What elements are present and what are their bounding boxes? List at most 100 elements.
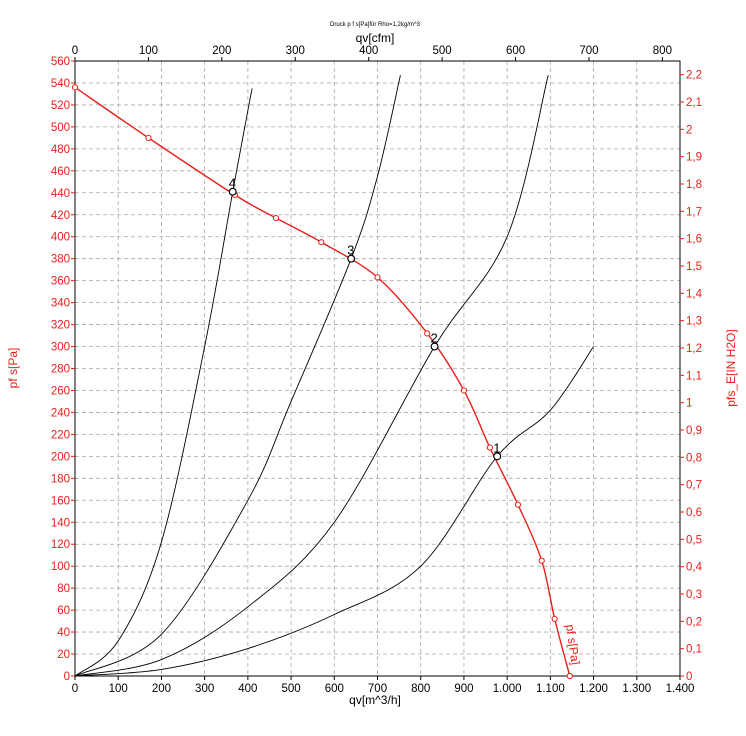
fan-curve-marker [566, 672, 573, 680]
y-tick-label: 360 [51, 276, 70, 288]
x-top-tick-label: 300 [286, 45, 305, 57]
y-right-tick-label: 0,6 [686, 507, 702, 519]
y-tick-label: 20 [57, 649, 70, 661]
y-tick-label: 380 [51, 254, 70, 266]
x-top-tick-label: 800 [653, 45, 672, 57]
y-right-tick-label: 1,2 [686, 343, 702, 355]
fan-curve-marker [538, 557, 545, 564]
y-tick-label: 420 [51, 210, 70, 222]
operating-point-1 [493, 452, 502, 461]
ticks: 0204060801001201401601802002202402602803… [51, 45, 703, 695]
fan-curve-label: pf s[Pa] [563, 623, 583, 665]
y-tick-label: 400 [51, 232, 70, 244]
y-tick-label: 80 [57, 583, 70, 595]
system-curve-3 [74, 75, 401, 677]
y-right-tick-label: 1,8 [686, 179, 702, 191]
y-tick-label: 520 [51, 100, 70, 112]
y-tick-label: 200 [51, 451, 70, 463]
y-tick-label: 320 [51, 320, 70, 332]
fan-curve-marker [272, 214, 280, 222]
right-axis-label: pfs_E[IN H2O] [724, 329, 738, 406]
x-tick-label: 200 [152, 683, 171, 695]
y-right-tick-label: 1,1 [686, 370, 702, 382]
y-right-tick-label: 1,9 [686, 152, 702, 164]
x-top-tick-label: 600 [506, 45, 525, 57]
y-tick-label: 220 [51, 429, 70, 441]
y-right-tick-label: 0,2 [686, 616, 702, 628]
fan-curve-marker [318, 239, 325, 246]
x-tick-label: 1.400 [666, 683, 695, 695]
y-right-tick-label: 2 [686, 124, 692, 136]
operating-point-label-3: 3 [347, 243, 354, 258]
y-tick-label: 300 [51, 342, 70, 354]
y-tick-label: 120 [51, 539, 70, 551]
y-right-tick-label: 0,9 [686, 425, 702, 437]
y-right-tick-label: 0,8 [686, 452, 702, 464]
fan-curve-marker [374, 274, 381, 281]
y-tick-label: 0 [64, 671, 70, 683]
y-tick-label: 160 [51, 495, 70, 507]
x-top-tick-label: 700 [579, 45, 598, 57]
fan-curve-marker [486, 444, 493, 451]
y-right-tick-label: 1,5 [686, 261, 702, 273]
grid [75, 61, 680, 676]
chart-title: Druck p f s[Pa]für Rho=1,2kg/m^3 [330, 22, 421, 28]
x-tick-label: 1.200 [579, 683, 608, 695]
operating-points: 1 2 3 4 [228, 176, 502, 461]
fan-curve-line [74, 86, 571, 677]
y-right-tick-label: 2,1 [686, 97, 702, 109]
x-tick-label: 1.100 [536, 683, 565, 695]
system-curve-4 [74, 88, 253, 677]
y-tick-label: 480 [51, 144, 70, 156]
y-tick-label: 180 [51, 473, 70, 485]
y-right-tick-label: 1,3 [686, 316, 702, 328]
y-tick-label: 100 [51, 561, 70, 573]
y-tick-label: 140 [51, 517, 70, 529]
operating-point-label-4: 4 [229, 176, 236, 191]
left-axis-label: pf s[Pa] [6, 348, 20, 389]
system-curve-2 [74, 75, 549, 677]
y-right-tick-label: 1 [686, 398, 692, 410]
y-tick-label: 560 [51, 56, 70, 68]
x-tick-label: 900 [454, 683, 473, 695]
operating-point-3 [347, 254, 356, 263]
y-tick-label: 440 [51, 188, 70, 200]
y-tick-label: 260 [51, 385, 70, 397]
y-right-tick-label: 0 [686, 671, 692, 683]
y-right-tick-label: 0,5 [686, 534, 702, 546]
fan-curve-marker [145, 134, 152, 141]
x-tick-label: 1.000 [493, 683, 522, 695]
y-tick-label: 240 [51, 407, 70, 419]
x-tick-label: 1.300 [622, 683, 651, 695]
y-tick-label: 40 [57, 627, 70, 639]
x-top-tick-label: 0 [72, 45, 78, 57]
y-right-tick-label: 1,6 [686, 234, 702, 246]
x-top-tick-label: 200 [212, 45, 231, 57]
fan-curve-marker [514, 501, 522, 508]
x-tick-label: 100 [109, 683, 128, 695]
y-right-tick-label: 0,7 [686, 480, 702, 492]
y-tick-label: 460 [51, 166, 70, 178]
x-tick-label: 500 [281, 683, 300, 695]
y-right-tick-label: 1,4 [686, 288, 703, 300]
x-top-tick-label: 100 [139, 45, 158, 57]
y-right-tick-label: 2,2 [686, 70, 702, 82]
system-curve-1 [74, 346, 594, 677]
x-tick-label: 0 [72, 683, 78, 695]
operating-point-2 [430, 342, 439, 351]
x-tick-label: 300 [195, 683, 214, 695]
y-tick-label: 540 [51, 78, 70, 90]
x-tick-label: 700 [368, 683, 387, 695]
y-tick-label: 280 [51, 364, 70, 376]
operating-point-4 [228, 187, 237, 196]
fan-curve-marker [551, 615, 558, 622]
top-axis-label: qv[cfm] [356, 31, 395, 45]
operating-point-label-1: 1 [493, 440, 500, 455]
y-tick-label: 340 [51, 298, 70, 310]
y-right-tick-label: 0,3 [686, 589, 702, 601]
x-tick-label: 400 [238, 683, 257, 695]
y-right-tick-label: 1,7 [686, 206, 702, 218]
y-tick-label: 60 [57, 605, 70, 617]
x-top-tick-label: 400 [359, 45, 378, 57]
